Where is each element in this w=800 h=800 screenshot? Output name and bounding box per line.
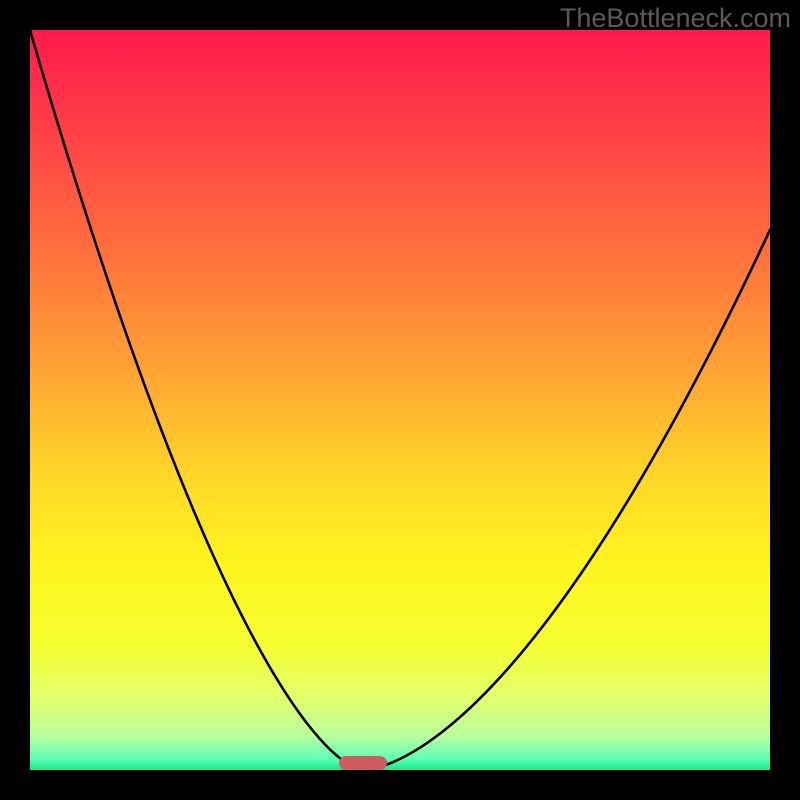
plot-area — [30, 30, 770, 770]
plot-svg — [30, 30, 770, 770]
gradient-background — [30, 30, 770, 770]
watermark-text: TheBottleneck.com — [560, 3, 791, 34]
chart-frame: TheBottleneck.com — [0, 0, 800, 800]
min-marker — [339, 756, 387, 770]
